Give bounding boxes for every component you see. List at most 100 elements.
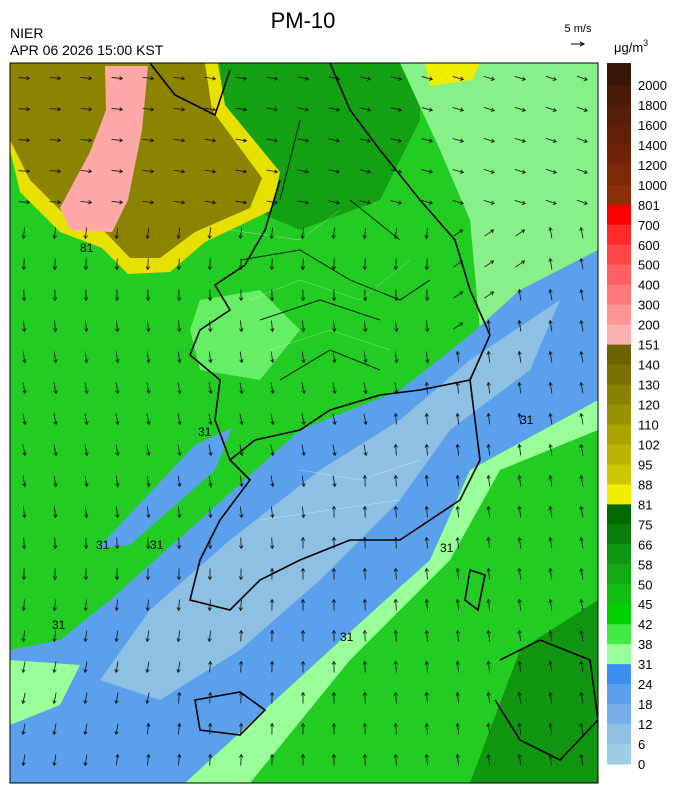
wind-arrow — [579, 536, 584, 549]
colorbar-label: 38 — [638, 637, 652, 652]
wind-arrow — [576, 75, 588, 81]
wind-arrow — [455, 412, 460, 425]
wind-arrow — [331, 629, 337, 642]
wind-arrow — [425, 351, 430, 364]
wind-arrow — [483, 76, 496, 81]
wind-arrow — [80, 138, 93, 143]
wind-arrow — [579, 381, 584, 394]
wind-arrow — [53, 413, 58, 426]
colorbar-segment — [607, 644, 631, 665]
colorbar-segment — [607, 384, 631, 406]
wind-arrow — [390, 107, 403, 112]
wind-arrow — [548, 257, 553, 270]
wind-arrow — [486, 350, 491, 363]
contour-label: 31 — [96, 538, 110, 552]
colorbar-label: 81 — [638, 497, 652, 512]
wind-arrow — [393, 474, 398, 487]
wind-arrow — [424, 536, 429, 549]
wind-arrow — [204, 169, 217, 174]
wind-arrow — [300, 567, 306, 580]
wind-arrow — [115, 382, 120, 395]
wind-arrow — [514, 137, 526, 143]
wind-arrow — [238, 537, 244, 550]
wind-arrow — [548, 412, 553, 425]
colorbar-label: 110 — [638, 418, 659, 433]
colorbar-segment — [607, 184, 631, 206]
wind-arrow — [146, 475, 151, 488]
wind-arrow — [486, 660, 491, 673]
map: 81 31 31 31 31 31 31 31 — [10, 63, 598, 783]
wind-arrow — [424, 227, 429, 240]
colorbar-label: 2000 — [638, 78, 667, 93]
wind-arrow — [548, 598, 553, 611]
wind-arrow — [301, 444, 306, 457]
wind-arrow — [21, 258, 27, 271]
wind-arrow — [177, 413, 182, 426]
wind-arrow — [53, 351, 58, 364]
wind-arrow — [393, 660, 398, 673]
wind-arrow — [208, 691, 213, 704]
wind-arrow — [22, 413, 27, 426]
colorbar-label: 24 — [638, 677, 652, 692]
wind-arrow — [238, 660, 244, 673]
wind-arrow — [239, 320, 244, 333]
wind-arrow — [177, 351, 182, 364]
wind-arrow — [517, 443, 522, 456]
wind-arrow — [362, 474, 368, 487]
wind-arrow — [484, 291, 495, 299]
contour-label: 31 — [150, 538, 164, 552]
wind-arrow — [455, 722, 460, 735]
wind-arrow — [145, 661, 150, 674]
wind-arrow — [328, 76, 341, 81]
wind-arrow — [486, 629, 491, 642]
wind-arrow — [207, 568, 213, 581]
wind-arrow — [173, 200, 186, 205]
wind-arrow — [393, 227, 398, 240]
wind-arrow — [142, 138, 155, 143]
wind-arrow — [207, 258, 213, 271]
colorbar-segment — [607, 264, 631, 286]
colorbar-segment — [607, 85, 631, 106]
wind-arrow — [270, 413, 275, 426]
wind-arrow — [331, 536, 337, 549]
wind-arrow — [176, 537, 182, 550]
datetime: APR 06 2026 15:00 KST — [10, 42, 164, 58]
wind-arrow — [301, 382, 306, 395]
wind-arrow — [331, 753, 337, 766]
colorbar-label: 1800 — [638, 98, 667, 113]
wind-arrow — [145, 537, 151, 550]
wind-arrow — [393, 567, 398, 580]
wind-arrow — [21, 661, 26, 674]
wind-arrow — [517, 722, 522, 735]
wind-arrow — [176, 227, 181, 240]
wind-arrow — [452, 76, 465, 81]
wind-arrow — [548, 567, 553, 580]
title: PM-10 — [271, 8, 336, 33]
colorbar-label: 12 — [638, 717, 652, 732]
wind-arrow — [331, 660, 337, 673]
wind-arrow — [486, 598, 491, 611]
wind-arrow — [300, 227, 305, 240]
wind-arrow — [84, 475, 89, 488]
wind-arrow — [332, 413, 337, 426]
colorbar-segment — [607, 584, 631, 605]
wind-arrow — [238, 722, 244, 735]
wind-arrow — [146, 506, 151, 519]
wind-arrow — [208, 382, 213, 395]
wind-arrow — [52, 692, 57, 705]
wind-arrow — [486, 412, 491, 425]
wind-arrow — [266, 107, 279, 112]
wind-arrow — [362, 753, 368, 766]
wind-arrow — [545, 199, 557, 205]
wind-arrow — [269, 598, 275, 611]
wind-arrow — [548, 288, 553, 301]
contour-label: 31 — [52, 618, 66, 632]
wind-arrow — [332, 382, 337, 395]
agency: NIER — [10, 25, 43, 41]
wind-arrow — [393, 505, 398, 518]
wind-arrow — [455, 567, 460, 580]
wind-arrow — [517, 691, 522, 704]
wind-arrow — [269, 537, 275, 550]
colorbar-label: 50 — [638, 577, 652, 592]
wind-arrow — [331, 722, 337, 735]
